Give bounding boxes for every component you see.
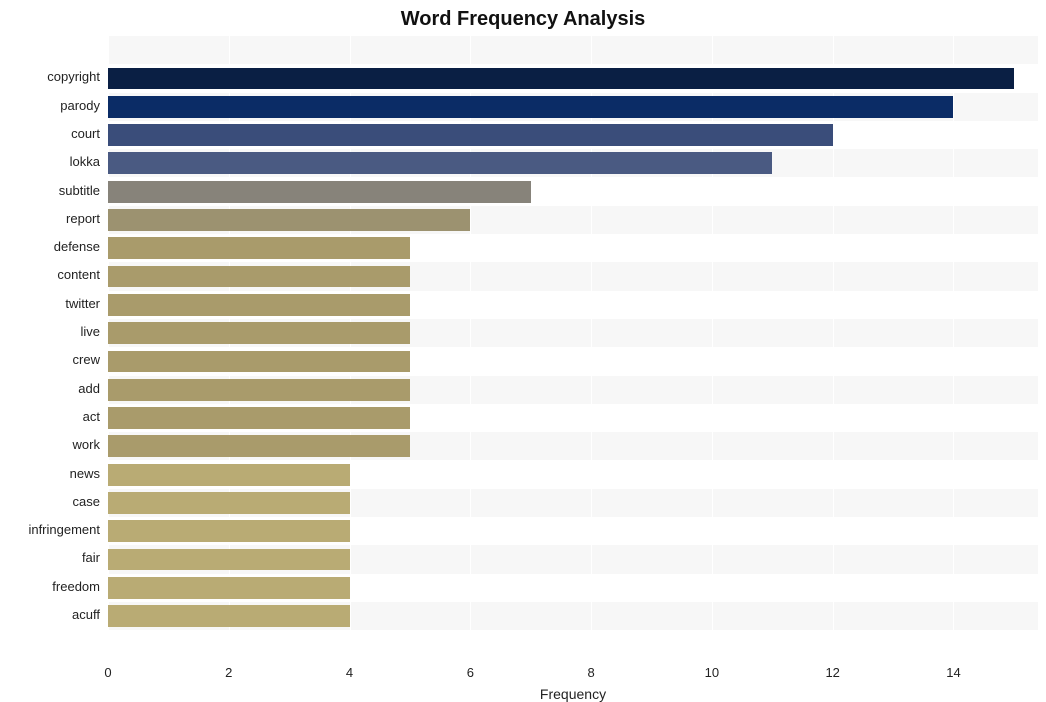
bar	[108, 407, 410, 429]
x-tick-label: 6	[467, 665, 474, 680]
plot-band	[108, 630, 1038, 658]
bar	[108, 435, 410, 457]
bar	[108, 96, 953, 118]
y-tick-label: freedom	[52, 579, 100, 594]
y-tick-label: copyright	[47, 69, 100, 84]
y-tick-label: add	[78, 381, 100, 396]
x-axis-title: Frequency	[108, 686, 1038, 702]
x-tick-label: 10	[705, 665, 719, 680]
x-tick-label: 2	[225, 665, 232, 680]
chart-title: Word Frequency Analysis	[0, 8, 1046, 31]
bar	[108, 492, 350, 514]
bar	[108, 605, 350, 627]
bar	[108, 549, 350, 571]
plot-band	[108, 36, 1038, 64]
y-tick-label: fair	[82, 550, 100, 565]
y-tick-label: lokka	[70, 154, 100, 169]
word-frequency-chart: Word Frequency Analysis Frequency copyri…	[0, 0, 1046, 701]
y-tick-label: infringement	[28, 522, 100, 537]
y-tick-label: crew	[73, 352, 100, 367]
bar	[108, 237, 410, 259]
bar	[108, 266, 410, 288]
bar	[108, 294, 410, 316]
bar	[108, 68, 1014, 90]
bar	[108, 322, 410, 344]
y-tick-label: work	[73, 437, 100, 452]
bar	[108, 379, 410, 401]
bar	[108, 124, 833, 146]
y-tick-label: news	[70, 466, 100, 481]
bar	[108, 152, 772, 174]
bar	[108, 181, 531, 203]
x-tick-label: 12	[825, 665, 839, 680]
y-tick-label: defense	[54, 239, 100, 254]
bar	[108, 209, 470, 231]
plot-area	[108, 36, 1038, 658]
y-tick-label: content	[57, 267, 100, 282]
x-tick-label: 4	[346, 665, 353, 680]
y-tick-label: subtitle	[59, 183, 100, 198]
y-tick-label: acuff	[72, 607, 100, 622]
bar	[108, 520, 350, 542]
y-tick-label: report	[66, 211, 100, 226]
x-tick-label: 0	[104, 665, 111, 680]
y-tick-label: live	[80, 324, 100, 339]
x-gridline	[833, 36, 834, 659]
y-tick-label: case	[73, 494, 100, 509]
bar	[108, 351, 410, 373]
bar	[108, 577, 350, 599]
y-tick-label: court	[71, 126, 100, 141]
y-tick-label: parody	[60, 98, 100, 113]
x-tick-label: 8	[587, 665, 594, 680]
x-gridline	[953, 36, 954, 659]
y-tick-label: twitter	[65, 296, 100, 311]
bar	[108, 464, 350, 486]
x-tick-label: 14	[946, 665, 960, 680]
y-tick-label: act	[83, 409, 100, 424]
